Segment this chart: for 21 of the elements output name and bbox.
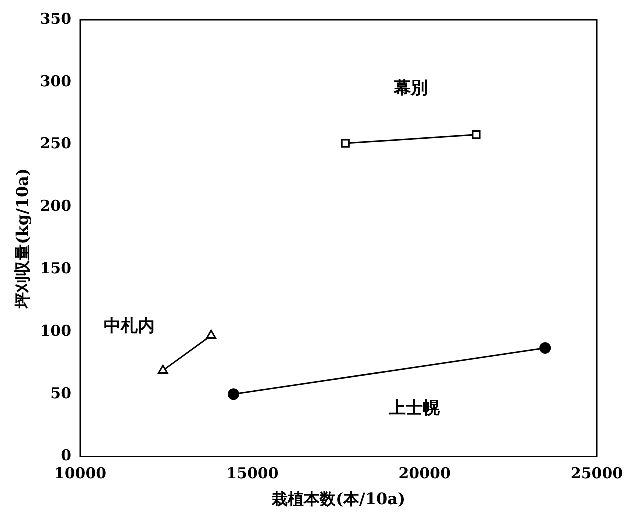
y-tick-label: 0 [61,446,72,465]
y-axis-title: 坪刈収量(kg/10a) [12,168,32,310]
x-tick-label: 10000 [54,464,107,483]
x-tick-label: 25000 [570,464,624,483]
x-tick-label: 20000 [398,464,451,483]
y-tick-label: 100 [40,322,72,340]
text: 幕別 [393,78,428,99]
y-tick-label: 250 [40,134,72,153]
point [540,342,552,354]
y-tick-label: 50 [50,384,72,402]
point [341,139,350,148]
y-tick-label: 300 [40,72,72,90]
point [472,130,481,140]
series-label: 中札内 [104,316,155,337]
y-tick-label: 150 [40,259,72,278]
y-tick-label: 350 [40,10,72,28]
point [228,388,240,400]
x-axis-title: 栽植本数(本/10a) [270,490,406,509]
series-label: 上士幌 [388,398,442,419]
y-tick-label: 200 [40,197,72,216]
x-tick-label: 15000 [226,464,279,483]
